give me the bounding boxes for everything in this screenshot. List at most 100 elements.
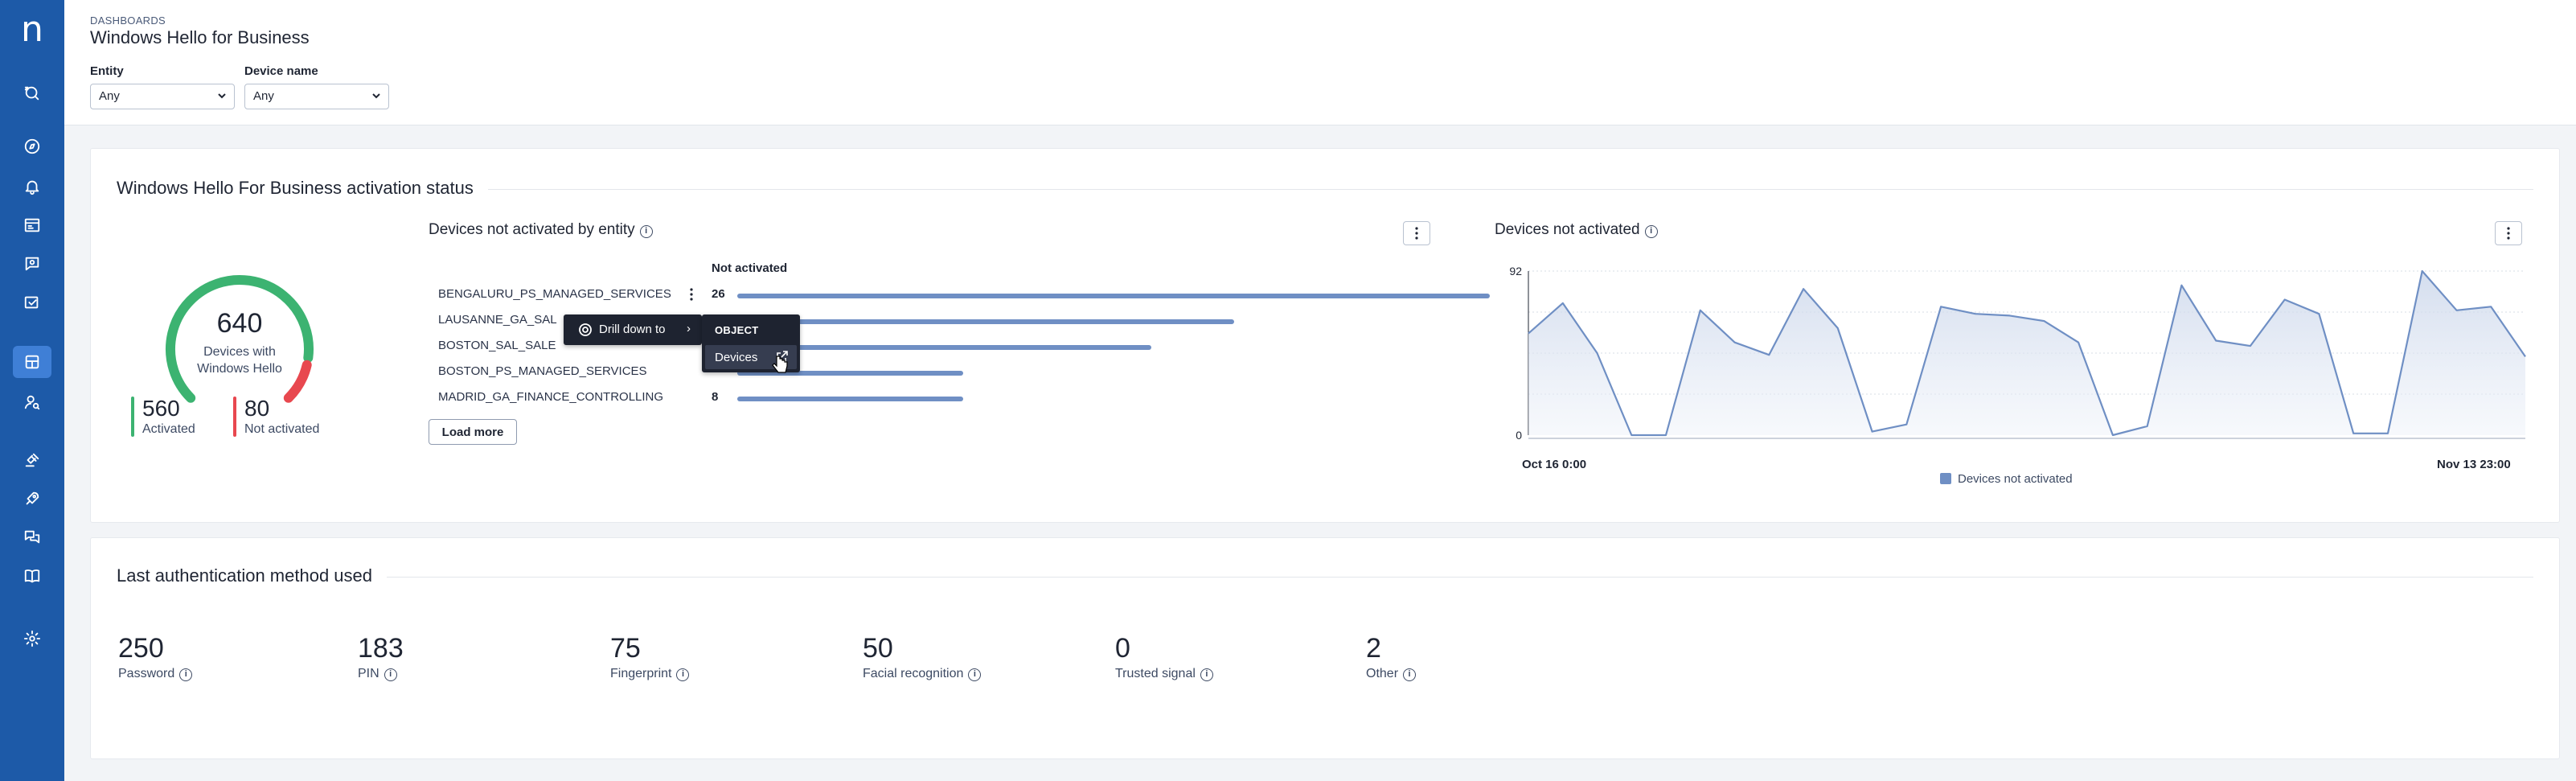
drill-down-menu[interactable]: Drill down to › (564, 314, 702, 345)
auth-stat-password: 250 Password i (118, 633, 193, 681)
entity-chart-title: Devices not activated by entity i (429, 221, 653, 239)
stat-value: 183 (358, 633, 404, 664)
devices-menu-label: Devices (715, 351, 758, 364)
y-tick-label: 0 (1516, 429, 1522, 442)
rocket-icon[interactable] (19, 486, 45, 512)
device-name-select-value: Any (253, 89, 274, 103)
entity-bar[interactable] (737, 319, 1234, 324)
stat-label: Trusted signal (1115, 667, 1196, 680)
section-title: Windows Hello For Business activation st… (117, 178, 488, 199)
column-header: Not activated (712, 261, 788, 275)
info-icon[interactable]: i (384, 668, 397, 681)
not-activated-stat: 80 Not activated (233, 397, 319, 438)
drill-down-icon (578, 323, 593, 341)
device-name-filter-label: Device name (244, 64, 318, 78)
stat-label: Fingerprint (610, 667, 672, 680)
row-menu-icon[interactable] (690, 288, 693, 305)
dashboards-icon[interactable] (13, 346, 51, 378)
auth-stat-fingerprint: 75 Fingerprint i (610, 633, 690, 681)
gauge-subtitle-line2: Windows Hello (197, 362, 282, 376)
gauge-subtitle-line1: Devices with (203, 345, 276, 359)
entity-chart-menu-button[interactable] (1403, 221, 1430, 245)
info-icon[interactable]: i (1644, 225, 1658, 238)
not-activated-value: 80 (244, 396, 270, 421)
gauge-activated-arc (166, 275, 314, 403)
info-icon[interactable]: i (968, 668, 982, 681)
activated-value: 560 (142, 396, 180, 421)
activated-label: Activated (142, 422, 195, 436)
load-more-button[interactable]: Load more (429, 419, 517, 445)
entity-bar[interactable] (737, 371, 963, 376)
search-icon[interactable] (19, 80, 45, 106)
activated-marker (131, 397, 134, 437)
gauge-not-activated-arc (283, 360, 312, 403)
auth-stat-pin: 183 PIN i (358, 633, 404, 681)
info-icon[interactable]: i (639, 225, 653, 238)
activation-status-panel: Windows Hello For Business activation st… (90, 148, 2560, 523)
auth-method-panel: Last authentication method used 250 Pass… (90, 537, 2560, 759)
stat-label: PIN (358, 667, 379, 680)
not-activated-label: Not activated (244, 422, 320, 436)
activated-stat: 560 Activated (131, 397, 195, 438)
drill-down-label: Drill down to (599, 323, 666, 336)
breadcrumb[interactable]: DASHBOARDS (90, 14, 166, 27)
sidebar: n (0, 0, 64, 781)
stat-label: Password (118, 667, 175, 680)
entity-row-value: 8 (712, 390, 719, 404)
line-chart-title-text: Devices not activated (1495, 221, 1640, 238)
app-logo[interactable]: n (21, 9, 43, 50)
chevron-right-icon: › (687, 322, 691, 335)
section-divider (117, 189, 2533, 190)
compass-icon[interactable] (19, 134, 45, 159)
chevron-down-icon (371, 90, 382, 105)
entity-bar[interactable] (737, 345, 1151, 350)
entity-row-label[interactable]: MADRID_GA_FINANCE_CONTROLLING (438, 390, 664, 404)
auth-stat-trusted-signal: 0 Trusted signal i (1115, 633, 1213, 681)
x-axis-end-label: Nov 13 23:00 (2437, 458, 2511, 471)
info-icon[interactable]: i (1200, 668, 1213, 681)
entity-row-label[interactable]: LAUSANNE_GA_SAL (438, 313, 557, 327)
info-icon[interactable]: i (676, 668, 690, 681)
user-search-icon[interactable] (19, 389, 45, 415)
gear-icon[interactable] (19, 626, 45, 652)
entity-bar[interactable] (737, 397, 963, 401)
line-chart-legend[interactable]: Devices not activated (1940, 472, 2073, 486)
x-axis-start-label: Oct 16 0:00 (1522, 458, 1587, 471)
info-icon[interactable]: i (1403, 668, 1417, 681)
series-line (1528, 269, 2526, 437)
book-icon[interactable] (19, 563, 45, 589)
entity-row-label[interactable]: BENGALURU_PS_MANAGED_SERVICES (438, 287, 671, 301)
stat-label: Other (1366, 667, 1399, 680)
stat-value: 0 (1115, 633, 1130, 664)
section-title: Last authentication method used (117, 565, 388, 586)
activation-gauge: 640 Devices with Windows Hello (154, 263, 326, 435)
devices-not-activated-chart[interactable]: 92 0 (1490, 252, 2535, 453)
auth-stat-facial-recognition: 50 Facial recognition i (863, 633, 982, 681)
hand-cursor-icon (771, 355, 789, 380)
auth-stat-other: 2 Other i (1366, 633, 1417, 681)
entity-row-label[interactable]: BOSTON_SAL_SALE (438, 339, 556, 352)
chat-bubbles-icon[interactable] (19, 524, 45, 550)
gavel-icon[interactable] (19, 447, 45, 473)
info-icon[interactable]: i (179, 668, 193, 681)
dashboard-list-icon[interactable] (19, 212, 45, 238)
stat-value: 250 (118, 633, 164, 664)
entity-select[interactable]: Any (90, 84, 235, 109)
image-check-icon[interactable] (19, 290, 45, 315)
entity-bar[interactable] (737, 294, 1490, 298)
bell-icon[interactable] (19, 174, 45, 199)
section-divider (117, 577, 2533, 578)
line-chart-title: Devices not activated i (1495, 221, 1658, 239)
legend-label: Devices not activated (1958, 472, 2073, 486)
entity-row-value: 26 (712, 287, 725, 301)
device-name-select[interactable]: Any (244, 84, 389, 109)
entity-select-value: Any (99, 89, 120, 103)
stat-value: 50 (863, 633, 893, 664)
stat-label: Facial recognition (863, 667, 964, 680)
chevron-down-icon (216, 90, 228, 105)
entity-row-label[interactable]: BOSTON_PS_MANAGED_SERVICES (438, 364, 647, 378)
page-header: DASHBOARDS Windows Hello for Business En… (64, 0, 2576, 125)
line-chart-menu-button[interactable] (2495, 221, 2522, 245)
devices-menu-item[interactable]: Devices (705, 345, 797, 369)
chat-search-icon[interactable] (19, 251, 45, 277)
